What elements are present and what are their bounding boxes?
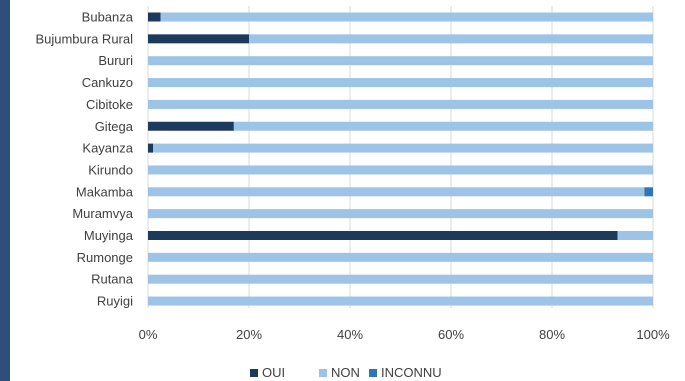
grid-lines [147, 6, 654, 308]
category-label: Kirundo [88, 162, 133, 177]
x-tick-label: 20% [236, 327, 262, 342]
category-label: Cankuzo [82, 75, 133, 90]
x-tick-label: 80% [539, 327, 565, 342]
bar-oui-gitega [148, 121, 234, 131]
bar-oui-muyinga [148, 231, 618, 240]
bar-non-muyinga [617, 231, 653, 240]
x-axis-tick-labels: 0% 20% 40% 60% 80% 100% [139, 327, 670, 342]
bar-oui-bubanza [148, 12, 161, 22]
legend-label-non: NON [331, 365, 360, 380]
category-label: Rutana [91, 272, 134, 287]
category-label: Muramvya [72, 206, 133, 221]
bar-non-kayanza [153, 143, 654, 153]
bar-oui-kayanza [148, 143, 154, 153]
bar-non-ruyigi [148, 296, 653, 306]
bar-non-bujumbura-rural [249, 34, 653, 44]
x-tick-label: 40% [337, 327, 363, 342]
category-label: Bururi [98, 53, 133, 68]
category-label: Bujumbura Rural [35, 31, 133, 46]
legend-swatch-inconnu [369, 369, 377, 377]
bar-non-gitega [233, 121, 653, 131]
category-labels: Bubanza Bujumbura Rural Bururi Cankuzo Cibit… [35, 10, 133, 309]
category-label: Muyinga [84, 228, 134, 243]
legend-swatch-oui [250, 369, 258, 377]
legend-label-inconnu: INCONNU [381, 365, 442, 380]
bar-inconnu-makamba [644, 187, 653, 197]
x-tick-label: 60% [438, 327, 464, 342]
bar-non-muramvya [148, 209, 653, 219]
left-accent-bar [0, 0, 10, 381]
category-label: Kayanza [82, 141, 133, 156]
bar-non-makamba [148, 187, 645, 197]
bar-non-rutana [148, 274, 653, 284]
bar-non-cibitoke [148, 99, 653, 109]
bar-non-cankuzo [148, 78, 653, 88]
bar-oui-bujumbura-rural [148, 34, 249, 44]
x-tick-label: 0% [139, 327, 158, 342]
category-label: Rumonge [77, 250, 133, 265]
bar-non-kirundo [148, 165, 653, 175]
category-label: Cibitoke [86, 97, 133, 112]
bar-non-rumonge [148, 252, 653, 262]
category-label: Bubanza [82, 10, 134, 25]
bar-non-bururi [148, 56, 653, 66]
category-label: Makamba [76, 184, 134, 199]
x-tick-label: 100% [636, 327, 670, 342]
legend-swatch-non [319, 369, 327, 377]
bar-non-bubanza [160, 12, 653, 22]
bars [148, 12, 654, 306]
category-label: Gitega [95, 119, 134, 134]
legend-label-oui: OUI [262, 365, 285, 380]
legend: OUI NON INCONNU [250, 365, 442, 380]
category-label: Ruyigi [97, 294, 133, 309]
